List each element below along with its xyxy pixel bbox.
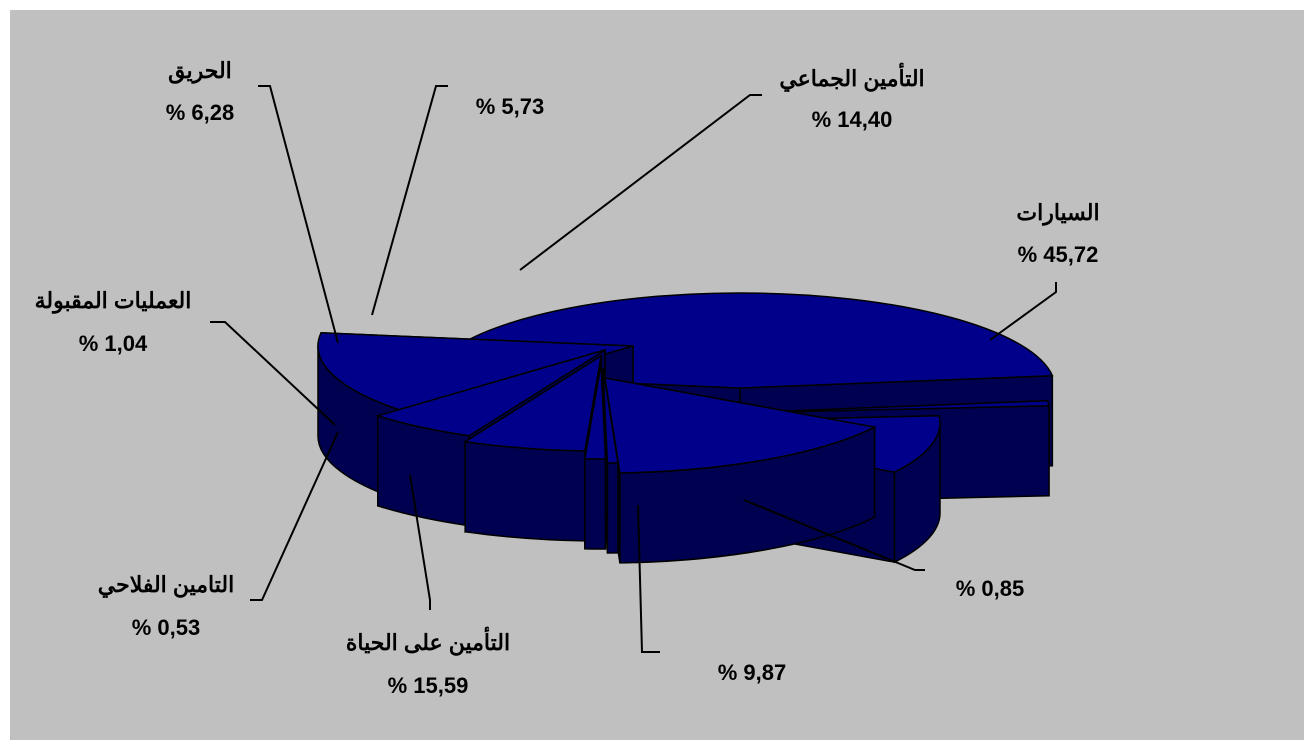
label-fire-name: الحريق [168,58,232,84]
label-fire-value: % 6,28 [166,100,235,125]
pie-slice-top-5 [583,363,607,460]
pie-slice-3 [604,377,877,564]
label-0-85-value: % 0,85 [956,576,1025,601]
leader-line-0-85 [743,499,925,571]
label-agri-value: % 0,53 [132,615,201,640]
labels-layer: السيارات % 45,72 % 0,85 % 9,87 التأمين ع… [35,58,1100,698]
pie-slice-rim-5-0 [584,458,607,550]
pie-slice-top-6 [463,354,603,452]
pie-slice-top-4 [602,367,619,464]
label-sayarat-value: % 45,72 [1018,242,1099,267]
pie-slice-6 [463,354,603,542]
leader-line-agri [250,431,339,601]
pie-slice-top-1 [734,399,1051,414]
label-life-value: % 15,59 [388,673,469,698]
label-agri-name: التامين الفلاحي [98,572,234,598]
leader-line-5-73 [371,85,448,316]
label-accepted-value: % 1,04 [79,331,148,356]
leader-line-accepted [210,321,336,426]
leader-line-group [519,94,762,271]
label-5-73-value: % 5,73 [476,94,545,119]
label-accepted-name: العمليات المقبولة [35,288,192,314]
pie-slice-top-3 [604,377,877,474]
pie-slice-top-8 [317,332,634,413]
leader-lines [210,85,1057,653]
pie-slice-rim-4-0 [606,462,619,554]
pie-slice-top-7 [375,349,606,437]
pie-slice-rim-6-0 [464,440,586,542]
slices-layer [317,292,1054,564]
leader-line-9-87 [637,504,660,653]
label-sayarat-name: السيارات [1016,200,1099,226]
leader-line-sayarat [989,282,1057,341]
leader-line-life [409,474,431,610]
label-life-name: التأمين على الحياة [346,626,510,656]
label-group-value: % 14,40 [812,107,893,132]
label-9-87-value: % 9,87 [718,660,787,685]
label-group-name: التأمين الجماعي [779,62,924,92]
leader-line-fire [258,85,339,344]
pie-slice-5 [583,363,607,550]
